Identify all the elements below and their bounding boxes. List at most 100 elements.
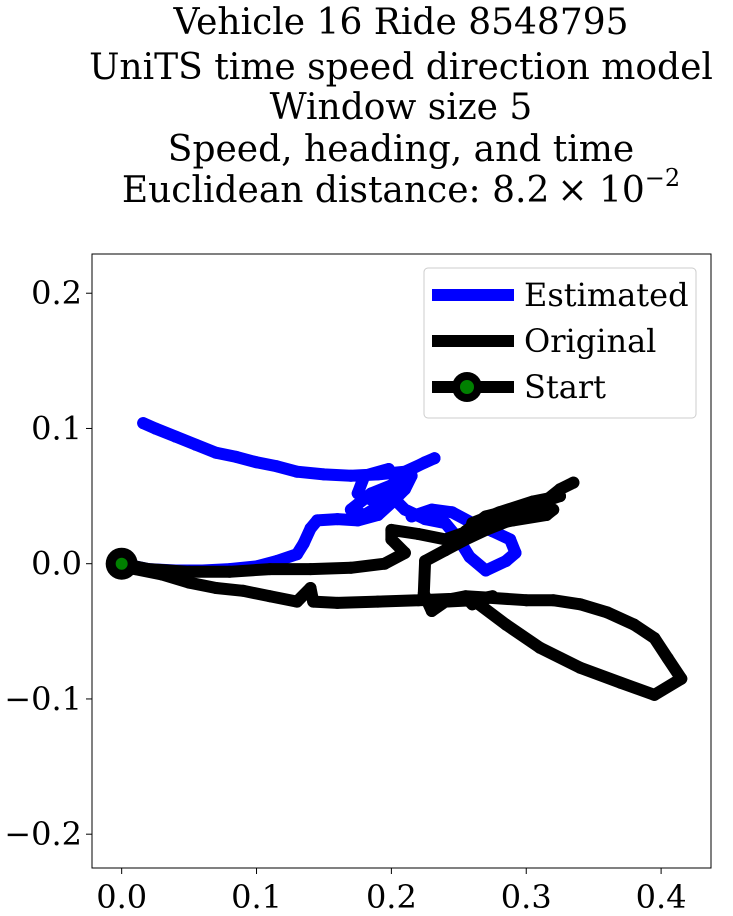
data-point-original	[479, 510, 492, 523]
data-point-estimated	[230, 450, 243, 463]
x-tick-label: 0.0	[96, 878, 147, 916]
title-line-1: Vehicle 16 Ride 8548795	[172, 2, 628, 43]
data-point-estimated	[358, 469, 371, 482]
data-point-original	[540, 509, 553, 521]
data-point-original	[331, 596, 344, 609]
data-point-estimated	[463, 550, 476, 563]
legend-start-marker-inner	[460, 380, 474, 394]
x-tick-label: 0.1	[231, 878, 282, 916]
data-point-original	[304, 582, 317, 594]
data-point-original	[439, 533, 452, 546]
data-point-original	[675, 672, 688, 685]
title-exponent: −2	[645, 164, 680, 192]
plot-frame	[91, 253, 712, 869]
title-exponent-base: × 10	[557, 170, 644, 211]
legend-box	[423, 267, 697, 419]
data-point-estimated	[358, 509, 371, 521]
data-point-original	[291, 595, 303, 608]
y-axis-ticks: 0.2 0.1 0.0 −0.1 −0.2	[4, 274, 92, 853]
data-point-original	[520, 594, 533, 607]
data-point-estimated	[500, 555, 512, 567]
data-point-original	[344, 561, 357, 574]
data-point-original	[371, 595, 384, 608]
x-tick-label: 0.4	[636, 878, 687, 916]
data-point-estimated	[351, 487, 364, 500]
legend-label-start: Start	[524, 368, 606, 406]
data-point-estimated	[479, 564, 492, 577]
data-point-original	[412, 528, 425, 540]
data-point-original	[500, 618, 512, 631]
data-point-original	[614, 676, 627, 689]
data-point-estimated	[149, 422, 162, 435]
data-point-original	[459, 525, 472, 538]
data-point-original	[520, 506, 533, 519]
data-point-original	[506, 503, 519, 516]
data-point-estimated	[509, 546, 522, 559]
data-point-original	[648, 688, 661, 701]
data-point-estimated	[137, 417, 150, 430]
start-marker-layer	[105, 547, 138, 580]
title-line-4: Speed, heading, and time	[168, 129, 634, 170]
y-tick-label: 0.2	[31, 274, 82, 312]
data-point-estimated	[189, 438, 202, 451]
data-point-estimated	[344, 469, 357, 482]
data-point-estimated	[331, 513, 344, 526]
y-tick-label: 0.0	[31, 545, 82, 583]
data-point-original	[601, 606, 614, 619]
data-point-original	[533, 641, 546, 654]
data-point-original	[439, 595, 452, 608]
data-point-original	[628, 618, 641, 631]
y-tick-label: −0.2	[4, 815, 82, 853]
data-point-original	[210, 582, 223, 594]
y-tick-label: −0.1	[4, 680, 82, 718]
data-point-original	[574, 661, 587, 674]
legend: Estimated Original Start	[423, 267, 697, 419]
data-point-original	[385, 523, 398, 536]
title-line-5: Euclidean distance: 8.2 × 10−2	[122, 164, 680, 211]
data-point-estimated	[344, 503, 357, 516]
data-point-original	[493, 506, 506, 519]
data-point-original	[567, 476, 580, 489]
data-point-estimated	[385, 479, 398, 492]
title-distance-text: Euclidean distance: 8.2	[122, 170, 550, 211]
data-point-original	[419, 555, 432, 567]
data-point-estimated	[371, 468, 384, 481]
data-point-estimated	[398, 465, 411, 478]
data-point-estimated	[385, 490, 398, 503]
data-point-original	[466, 517, 479, 530]
data-point-estimated	[169, 430, 182, 443]
data-point-original	[385, 533, 398, 546]
title-line-2: UniTS time speed direction model	[89, 47, 713, 88]
data-point-original	[264, 590, 276, 603]
data-point-original	[304, 563, 317, 576]
data-point-estimated	[210, 446, 223, 459]
x-tick-label: 0.2	[366, 878, 417, 916]
data-point-original	[264, 563, 276, 576]
data-point-estimated	[428, 452, 441, 465]
data-point-original	[661, 652, 674, 665]
title-line-3: Window size 5	[270, 87, 533, 128]
data-point-original	[439, 544, 452, 557]
data-point-original	[479, 519, 492, 532]
x-tick-label: 0.3	[501, 878, 552, 916]
data-point-original	[398, 546, 411, 559]
data-point-estimated	[304, 522, 317, 535]
data-point-estimated	[419, 513, 432, 526]
legend-label-estimated: Estimated	[524, 276, 689, 314]
data-point-estimated	[439, 517, 452, 530]
data-point-estimated	[270, 460, 283, 473]
data-point-original	[527, 495, 539, 508]
data-point-estimated	[291, 465, 303, 478]
data-point-original	[574, 598, 587, 611]
data-point-estimated	[446, 506, 459, 519]
data-point-original	[547, 594, 560, 607]
y-tick-label: 0.1	[31, 409, 82, 447]
data-point-estimated	[504, 533, 517, 546]
data-point-original	[648, 632, 661, 645]
data-point-original	[237, 584, 249, 597]
data-point-original	[183, 565, 196, 578]
data-point-estimated	[382, 463, 395, 475]
legend-label-original: Original	[524, 322, 656, 360]
data-point-estimated	[398, 503, 411, 516]
data-point-original	[554, 490, 566, 503]
